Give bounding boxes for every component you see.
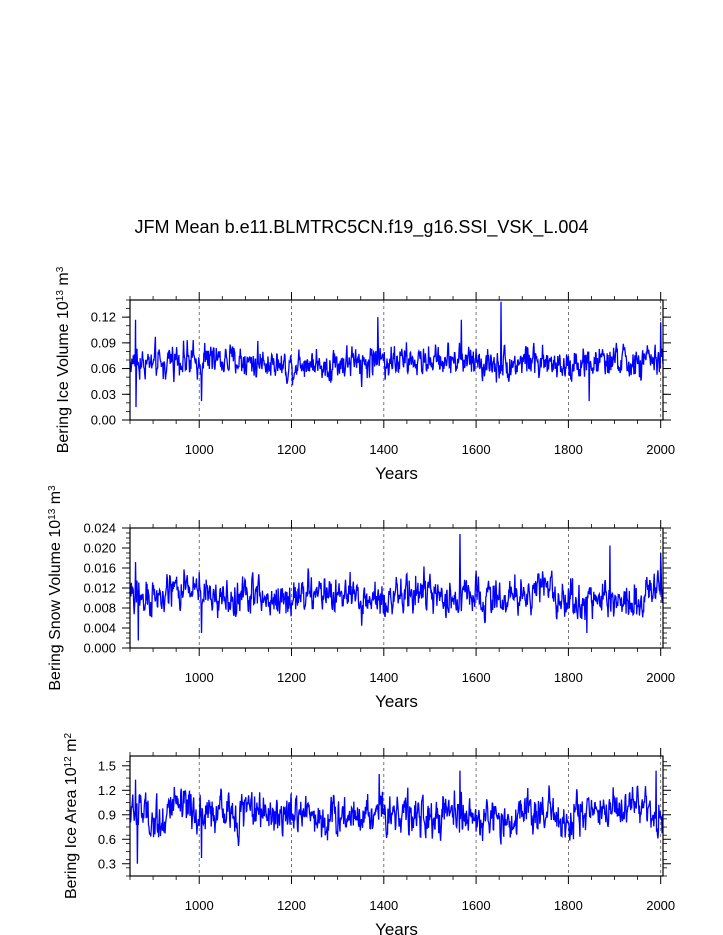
y-axis-label-exponent: 13 <box>55 290 66 302</box>
x-tick-label: 1600 <box>462 670 491 685</box>
y-tick-label: 0.016 <box>83 561 116 576</box>
x-tick-label: 2000 <box>646 898 675 913</box>
y-tick-label: 0.12 <box>91 310 116 325</box>
y-tick-label: 0.03 <box>91 387 116 402</box>
series-line-bering-snow-volume <box>129 533 664 641</box>
y-tick-label: 0.008 <box>83 601 116 616</box>
y-tick-label: 0.00 <box>91 413 116 428</box>
panel-ice-area: 1000 1200 1400 1600 1800 2000 0.3 0.6 0.9 1.2 1.5 Y… <box>63 733 676 935</box>
x-tick-label: 1200 <box>277 442 306 457</box>
y-axis-label-exponent: 12 <box>63 756 74 768</box>
y-axis-label-unit: m <box>55 272 72 290</box>
x-tick-label: 2000 <box>646 442 675 457</box>
y-axis-label-unit: m <box>47 491 64 509</box>
y-axis-label-text: Bering Ice Area 10 <box>63 767 80 899</box>
series-line-bering-ice-volume <box>129 301 664 408</box>
y-axis-label-unit-exponent: 3 <box>55 266 66 272</box>
y-axis-label-unit-exponent: 3 <box>47 485 58 491</box>
x-axis-label: Years <box>375 464 418 483</box>
y-axis-label-exponent: 13 <box>47 508 58 520</box>
x-tick-label: 1400 <box>369 442 398 457</box>
x-tick-label: 1800 <box>554 898 583 913</box>
x-tick-label: 1400 <box>369 898 398 913</box>
plot-frame <box>129 755 664 877</box>
x-tick-label: 1000 <box>185 670 214 685</box>
y-axis-label-text: Bering Snow Volume 10 <box>47 520 64 691</box>
y-axis-label-unit-exponent: 2 <box>63 733 74 739</box>
y-tick-label: 0.012 <box>83 581 116 596</box>
x-tick-label: 2000 <box>646 670 675 685</box>
y-tick-label: 0.004 <box>83 621 116 636</box>
x-tick-label: 1200 <box>277 898 306 913</box>
x-tick-label: 1600 <box>462 898 491 913</box>
y-tick-label: 0.06 <box>91 361 116 376</box>
y-axis-label-text: Bering Ice Volume 10 <box>55 301 72 453</box>
y-axis-label: Bering Ice Volume 1013 m3 <box>55 266 73 453</box>
y-tick-label: 1.5 <box>98 758 116 773</box>
x-tick-label: 1600 <box>462 442 491 457</box>
y-axis-label: Bering Ice Area 1012 m2 <box>63 733 81 900</box>
y-tick-label: 0.09 <box>91 335 116 350</box>
y-tick-label: 0.020 <box>83 541 116 556</box>
y-tick-label: 0.6 <box>98 832 116 847</box>
panel-ice-volume: 1000 1200 1400 1600 1800 2000 0.00 0.03 0.06 0.09… <box>55 266 676 483</box>
y-tick-label: 0.024 <box>83 521 116 536</box>
panel-snow-volume: 1000 1200 1400 1600 1800 2000 0.000 0.004 0.008 0… <box>47 485 676 711</box>
y-axis-label-unit: m <box>63 739 80 757</box>
x-axis-label: Years <box>375 692 418 711</box>
x-tick-label: 1000 <box>185 898 214 913</box>
y-tick-label: 0.000 <box>83 641 116 656</box>
x-tick-label: 1200 <box>277 670 306 685</box>
x-axis-label: Years <box>375 920 418 935</box>
y-tick-label: 1.2 <box>98 783 116 798</box>
y-tick-label: 0.9 <box>98 807 116 822</box>
x-tick-label: 1800 <box>554 442 583 457</box>
x-tick-label: 1400 <box>369 670 398 685</box>
y-axis-label: Bering Snow Volume 1013 m3 <box>47 485 65 691</box>
x-tick-label: 1800 <box>554 670 583 685</box>
y-tick-label: 0.3 <box>98 856 116 871</box>
series-line-bering-ice-area <box>129 770 664 864</box>
figure-title: JFM Mean b.e11.BLMTRC5CN.f19_g16.SSI_VSK… <box>134 217 589 237</box>
x-tick-label: 1000 <box>185 442 214 457</box>
